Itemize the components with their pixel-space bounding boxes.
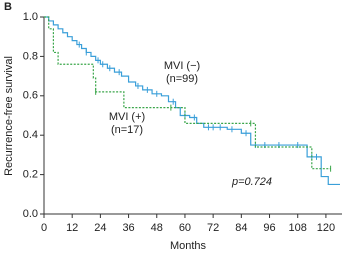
x-tick-label: 120 [317,222,335,234]
x-tick-label: 36 [122,222,134,234]
x-tick-label: 12 [66,222,78,234]
x-tick-label: 48 [151,222,163,234]
legend-label: MVI (−) [164,60,200,72]
y-axis-label: Recurrence-free survival [3,56,15,176]
y-tick-label: 0.2 [23,169,38,181]
x-axis-label: Months [170,240,207,252]
legend-label: MVI (+) [109,111,145,123]
y-tick-label: 1.0 [23,11,38,23]
x-tick-label: 72 [207,222,219,234]
y-tick-label: 0.4 [23,129,38,141]
legend-n: (n=99) [166,73,198,85]
survival-curve [44,16,340,186]
x-tick-label: 0 [41,222,47,234]
x-tick-label: 24 [94,222,106,234]
x-tick-label: 60 [179,222,191,234]
survival-curve [44,16,331,170]
y-tick-label: 0.6 [23,90,38,102]
x-tick-label: 108 [289,222,307,234]
p-value: p=0.724 [231,176,272,188]
legend-n: (n=17) [111,124,143,136]
y-tick-label: 0.8 [23,50,38,62]
y-tick-label: 0.0 [23,208,38,220]
x-tick-label: 96 [263,222,275,234]
panel-label: B [4,1,12,13]
x-tick-label: 84 [235,222,247,234]
